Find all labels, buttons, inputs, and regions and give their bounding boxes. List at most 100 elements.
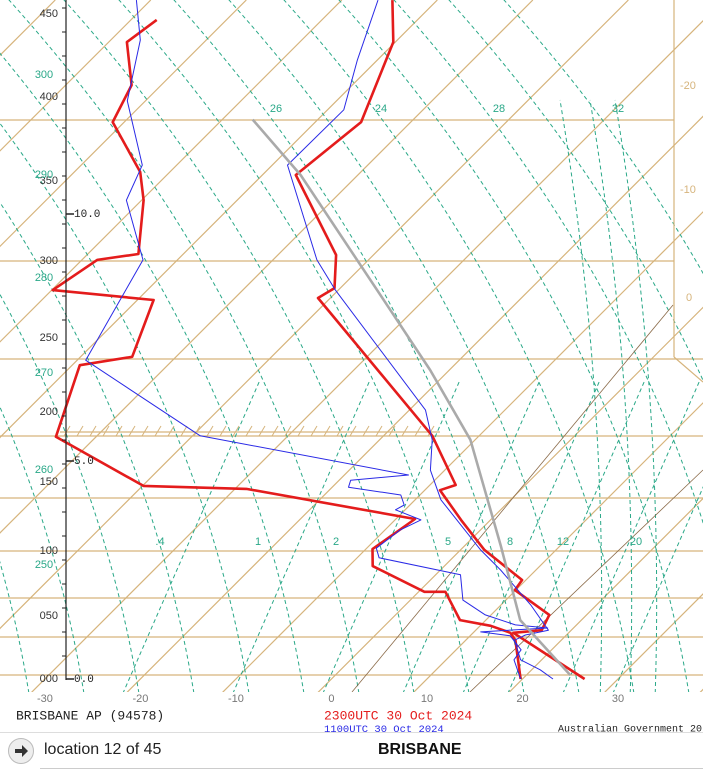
hatch — [258, 425, 266, 437]
hatch — [219, 425, 227, 437]
theta-label: 270 — [35, 367, 53, 379]
hatch — [232, 425, 240, 437]
mixing-ratio-line — [507, 379, 646, 692]
x-tick-label: 20 — [516, 693, 528, 705]
x-tick-label: 10 — [421, 693, 433, 705]
isotherm — [699, 688, 703, 692]
level-label: 350 — [40, 175, 58, 187]
right-label: -20 — [680, 80, 696, 92]
chart: 0.05.010.0-30 -20 -10 0 10 20 3000005010015020… — [0, 0, 703, 732]
legend-entry: 2300UTC 30 Oct 2024 — [324, 708, 472, 723]
legend-entry: 1100UTC 30 Oct 2024 — [324, 724, 444, 732]
x-tick-label: 0 — [328, 693, 334, 705]
x-tick-label: -20 — [132, 693, 148, 705]
level-label: 200 — [40, 406, 58, 418]
level-label: 100 — [40, 545, 58, 557]
hatch — [414, 425, 422, 437]
grid-line — [31, 20, 703, 692]
dry-adiabat — [283, 0, 635, 692]
frame-line — [673, 356, 703, 383]
isotherm — [0, 0, 152, 152]
dry-adiabat — [0, 122, 250, 692]
dry-adiabat — [393, 0, 703, 525]
mixing-ratio-line — [322, 379, 461, 692]
mixing-ratio-label: .4 — [155, 536, 164, 548]
hatch — [180, 425, 188, 437]
profile-line — [51, 18, 522, 680]
y-tick-label: 0.0 — [74, 674, 94, 686]
x-tick-label: -30 — [37, 693, 53, 705]
grid-line — [413, 402, 703, 692]
profile-line — [287, 0, 554, 680]
dry-adiabat — [448, 0, 703, 382]
moist-adiabat — [614, 99, 658, 692]
hatch — [349, 425, 357, 437]
hatch — [102, 425, 110, 437]
mixing-ratio-line — [612, 486, 703, 692]
x-tick-label: -10 — [228, 693, 244, 705]
y-tick-label: 10.0 — [74, 209, 100, 221]
dry-adiabat — [0, 201, 195, 692]
hatch — [206, 425, 214, 437]
arrow-icon — [15, 745, 28, 757]
dry-adiabat — [118, 0, 470, 692]
dry-adiabat — [228, 0, 580, 692]
theta-label: 300 — [35, 69, 53, 81]
mixing-ratio-label: 2 — [333, 536, 339, 548]
hatch — [128, 425, 136, 437]
mixing-ratio-line — [122, 379, 261, 692]
theta-label: 280 — [35, 272, 53, 284]
credit: Australian Government 20 — [558, 724, 702, 732]
grid-line — [317, 306, 703, 692]
hatch — [89, 425, 97, 437]
hatch — [401, 425, 409, 437]
grid-line — [508, 497, 703, 692]
hatch — [323, 425, 331, 437]
mixing-ratio-label: 5 — [445, 536, 451, 548]
mixing-ratio-label: 20 — [630, 536, 642, 548]
hatch — [76, 425, 84, 437]
dry-adiabat — [0, 52, 305, 692]
level-label: 450 — [40, 8, 58, 20]
mixing-ratio-label: 12 — [557, 536, 569, 548]
moist-adiabat — [559, 99, 603, 692]
x-tick-label: 30 — [612, 693, 624, 705]
profile-line — [85, 0, 549, 680]
mixing-ratio-line — [232, 379, 371, 692]
level-label: 000 — [40, 673, 58, 685]
hatch — [141, 425, 149, 437]
isotherm — [0, 0, 534, 534]
grid-line — [222, 211, 703, 692]
dry-adiabat — [503, 0, 703, 275]
hatch — [310, 425, 318, 437]
level-label: 300 — [40, 255, 58, 267]
mixing-ratio-label: 8 — [507, 536, 513, 548]
isotherm — [0, 0, 629, 630]
level-label: 050 — [40, 610, 58, 622]
hatch — [362, 425, 370, 437]
next-button[interactable] — [8, 738, 34, 764]
mixing-ratio-line — [402, 379, 541, 692]
diagram-background — [0, 0, 703, 692]
isotherm — [0, 0, 343, 343]
level-label: 150 — [40, 476, 58, 488]
isotherm — [0, 0, 438, 439]
dry-adiabat — [8, 0, 360, 692]
hatch — [297, 425, 305, 437]
labels: 0.05.010.0-30 -20 -10 0 10 20 3000005010015020… — [35, 0, 696, 705]
hatch — [115, 425, 123, 437]
guide-line — [469, 469, 703, 692]
right-label: 0 — [686, 292, 692, 304]
mixing-ratio-label: 1 — [255, 536, 261, 548]
hatch — [154, 425, 162, 437]
y-tick-label: 5.0 — [74, 456, 94, 468]
hatch — [284, 425, 292, 437]
hatch — [427, 425, 435, 437]
dry-adiabat — [0, 560, 30, 692]
location-text: location 12 of 45 — [44, 741, 162, 758]
hatch — [245, 425, 253, 437]
adiabat-label: 32 — [612, 103, 624, 115]
theta-label: 290 — [35, 169, 53, 181]
moist-adiabat — [589, 99, 633, 692]
adiabat-label: 24 — [375, 103, 387, 115]
